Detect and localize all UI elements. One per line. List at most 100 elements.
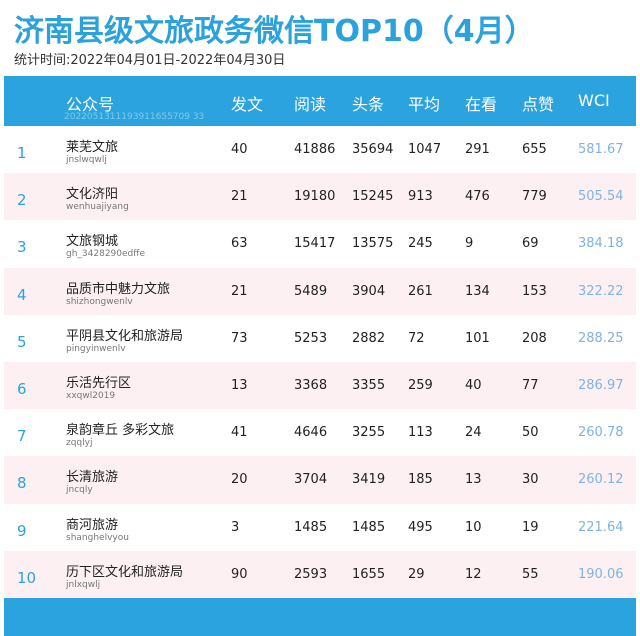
cell-wci: 581.67 (578, 142, 624, 157)
cell-posts: 63 (231, 236, 248, 252)
cell-account-name: 泉韵章丘 多彩文旅 (66, 423, 175, 439)
header-posts: 发文 (231, 95, 264, 114)
cell-account-id: jnlxqwlj (66, 579, 101, 590)
cell-watching: 24 (465, 425, 482, 441)
cell-posts: 21 (231, 189, 248, 205)
cell-account-name: 莱芜文旅 (66, 140, 119, 155)
cell-headline: 3355 (352, 377, 386, 393)
table-header: 公众号 发文 阅读 头条 平均 在看 点赞 WCI 20220513111939… (4, 76, 636, 126)
cell-reads: 5253 (294, 330, 328, 346)
cell-account-name: 历下区文化和旅游局 (66, 564, 184, 580)
cell-rank: 8 (17, 474, 27, 493)
cell-posts: 20 (231, 472, 248, 488)
table-row: 1 莱芜文旅 jnslwqwlj 40 41886 35694 1047 291 655 581.… (4, 126, 636, 174)
cell-likes: 55 (522, 566, 539, 582)
cell-wci: 190.06 (578, 566, 624, 582)
cell-account-id: shizhongwenlv (66, 296, 133, 307)
cell-watching: 13 (465, 472, 482, 488)
cell-rank: 4 (17, 285, 27, 304)
table-row: 6 乐活先行区 xxqwl2019 13 3368 3355 259 40 77 286.97 (4, 361, 636, 410)
cell-reads: 5489 (294, 283, 328, 299)
cell-likes: 19 (522, 519, 539, 535)
cell-rank: 3 (17, 238, 27, 257)
cell-headline: 2882 (352, 330, 386, 346)
cell-likes: 153 (522, 283, 547, 299)
cell-likes: 779 (522, 189, 547, 205)
cell-watching: 12 (465, 566, 482, 582)
cell-headline: 13575 (352, 236, 394, 252)
header-reads: 阅读 (294, 95, 327, 114)
cell-account-id: wenhuajiyang (66, 202, 129, 213)
cell-likes: 30 (522, 472, 539, 488)
cell-account-name: 文化济阳 (66, 187, 119, 203)
cell-account-id: jncqly (66, 485, 93, 496)
table-row: 3 文旅钢城 gh_3428290edffe 63 15417 13575 245 9 69 38… (4, 220, 636, 268)
cell-account-id: xxqwl2019 (66, 390, 116, 401)
header-watching: 在看 (465, 95, 498, 114)
cell-reads: 3368 (294, 377, 328, 393)
cell-average: 29 (408, 566, 425, 582)
cell-account-id: gh_3428290edffe (66, 249, 145, 260)
cell-wci: 221.64 (578, 519, 624, 535)
cell-account-name: 文旅钢城 (66, 234, 119, 250)
cell-account-id: zqqlyj (66, 438, 93, 449)
cell-account-id: pingyinwenlv (66, 343, 126, 354)
page-title: 济南县级文旅政务微信TOP10（4月） (14, 14, 535, 49)
cell-account-name: 长清旅游 (66, 470, 119, 486)
cell-wci: 505.54 (578, 189, 624, 205)
table-row: 8 长清旅游 jncqly 20 3704 3419 185 13 30 260.12 (4, 456, 636, 504)
cell-posts: 3 (231, 519, 240, 535)
header-account: 公众号 (66, 95, 115, 114)
cell-posts: 21 (231, 283, 248, 299)
header-wci: WCI (578, 91, 610, 110)
table-row: 7 泉韵章丘 多彩文旅 zqqlyj 41 4646 3255 113 24 50 260.78 (4, 409, 636, 457)
cell-likes: 655 (522, 142, 547, 157)
table-footer-bar (4, 597, 636, 636)
cell-posts: 73 (231, 330, 248, 346)
cell-watching: 10 (465, 519, 482, 535)
cell-reads: 3704 (294, 472, 328, 488)
cell-reads: 4646 (294, 425, 328, 441)
table-row: 9 商河旅游 shanghelvyou 3 1485 1485 495 10 19 221.64 (4, 503, 636, 551)
cell-average: 495 (408, 519, 433, 535)
header-headline: 头条 (352, 95, 385, 114)
header-likes: 点赞 (522, 95, 555, 114)
cell-watching: 134 (465, 283, 490, 299)
cell-headline: 1655 (352, 566, 386, 582)
cell-wci: 260.78 (578, 425, 624, 441)
cell-reads: 41886 (294, 142, 336, 157)
table-row: 4 品质市中魅力文旅 shizhongwenlv 21 5489 3904 261 134 15… (4, 267, 636, 315)
cell-posts: 13 (231, 377, 248, 393)
cell-likes: 69 (522, 236, 539, 252)
cell-account-name: 乐活先行区 (66, 375, 132, 391)
cell-reads: 15417 (294, 236, 336, 252)
cell-rank: 6 (17, 379, 27, 398)
cell-average: 245 (408, 236, 433, 252)
cell-account-name: 品质市中魅力文旅 (66, 281, 171, 297)
cell-average: 185 (408, 472, 433, 488)
cell-wci: 288.25 (578, 330, 624, 346)
cell-rank: 10 (17, 568, 37, 587)
cell-account-name: 商河旅游 (66, 517, 119, 533)
cell-watching: 40 (465, 377, 482, 393)
cell-posts: 40 (231, 142, 248, 157)
cell-likes: 50 (522, 425, 539, 441)
cell-account-name: 平阴县文化和旅游局 (66, 328, 184, 344)
cell-posts: 90 (231, 566, 248, 582)
cell-average: 1047 (408, 142, 442, 157)
cell-average: 261 (408, 283, 433, 299)
table-row: 10 历下区文化和旅游局 jnlxqwlj 90 2593 1655 29 12 55 190.0… (4, 550, 636, 598)
cell-rank: 7 (17, 427, 27, 446)
cell-watching: 291 (465, 142, 490, 157)
cell-headline: 35694 (352, 142, 394, 157)
cell-likes: 77 (522, 377, 539, 393)
cell-headline: 3255 (352, 425, 386, 441)
ranking-table: 公众号 发文 阅读 头条 平均 在看 点赞 WCI 20220513111939… (4, 76, 636, 636)
cell-watching: 101 (465, 330, 490, 346)
cell-headline: 3904 (352, 283, 386, 299)
cell-reads: 1485 (294, 519, 328, 535)
cell-average: 913 (408, 189, 433, 205)
cell-wci: 260.12 (578, 472, 624, 488)
cell-watching: 476 (465, 189, 490, 205)
table-row: 2 文化济阳 wenhuajiyang 21 19180 15245 913 476 779 50… (4, 173, 636, 221)
